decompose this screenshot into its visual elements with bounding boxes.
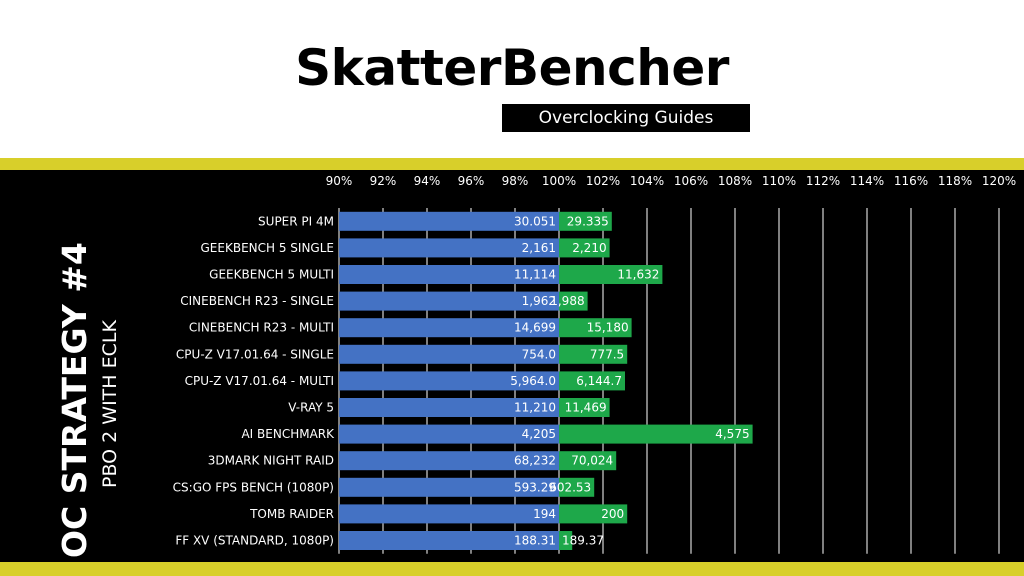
logo-subtitle: Overclocking Guides — [502, 104, 750, 132]
baseline-bar — [339, 371, 559, 391]
baseline-value-label: 4,205 — [522, 427, 556, 441]
baseline-value-label: 593.29 — [514, 480, 556, 494]
x-tick-label: 102% — [586, 174, 620, 188]
baseline-bar — [339, 504, 559, 524]
oc-bar — [559, 371, 625, 391]
oc-bar — [559, 344, 628, 364]
oc-bar — [559, 238, 610, 258]
oc-value-label: 777.5 — [590, 347, 624, 361]
oc-value-label: 2,210 — [572, 241, 606, 255]
x-tick-label: 92% — [370, 174, 397, 188]
baseline-value-label: 68,232 — [514, 454, 556, 468]
baseline-value-label: 1,962 — [522, 294, 556, 308]
accent-band-top — [0, 158, 1024, 170]
oc-value-label: 4,575 — [715, 427, 749, 441]
baseline-bar — [339, 211, 559, 231]
x-tick-label: 120% — [982, 174, 1016, 188]
category-label: 3DMARK NIGHT RAID — [208, 454, 334, 468]
category-label: FF XV (STANDARD, 1080P) — [175, 534, 334, 548]
oc-bar — [559, 504, 628, 524]
oc-value-label: 15,180 — [587, 321, 629, 335]
baseline-value-label: 14,699 — [514, 321, 556, 335]
baseline-value-label: 30.051 — [514, 214, 556, 228]
x-tick-label: 118% — [938, 174, 972, 188]
oc-value-label: 189.37 — [562, 534, 604, 548]
baseline-bar — [339, 531, 559, 550]
header-banner: SkatterBencher Overclocking Guides — [0, 0, 1024, 158]
baseline-value-label: 11,114 — [514, 268, 556, 282]
baseline-bar — [339, 318, 559, 338]
baseline-bar — [339, 265, 559, 284]
oc-value-label: 602.53 — [549, 480, 591, 494]
category-label: AI BENCHMARK — [241, 427, 335, 441]
baseline-value-label: 11,210 — [514, 401, 556, 415]
oc-bar — [559, 451, 617, 471]
x-tick-label: 96% — [458, 174, 485, 188]
oc-bar — [559, 291, 588, 311]
category-label: CINEBENCH R23 - MULTI — [189, 321, 334, 335]
oc-value-label: 29.335 — [567, 214, 609, 228]
x-tick-label: 100% — [542, 174, 576, 188]
category-label: CPU-Z V17.01.64 - SINGLE — [176, 347, 334, 361]
x-tick-label: 116% — [894, 174, 928, 188]
baseline-bar — [339, 291, 559, 311]
oc-value-label: 70,024 — [571, 454, 613, 468]
x-tick-label: 94% — [414, 174, 441, 188]
x-tick-label: 104% — [630, 174, 664, 188]
category-label: TOMB RAIDER — [249, 507, 334, 521]
category-label: GEEKBENCH 5 MULTI — [209, 268, 334, 282]
oc-bar — [559, 531, 573, 550]
x-tick-label: 90% — [326, 174, 353, 188]
category-label: CPU-Z V17.01.64 - MULTI — [185, 374, 334, 388]
baseline-bar — [339, 398, 559, 417]
oc-value-label: 1,988 — [550, 294, 584, 308]
logo-title: SkatterBencher — [295, 39, 729, 97]
accent-band-bottom — [0, 562, 1024, 576]
x-tick-label: 106% — [674, 174, 708, 188]
x-tick-label: 114% — [850, 174, 884, 188]
oc-bar — [559, 477, 595, 497]
oc-bar — [559, 398, 610, 417]
x-tick-label: 110% — [762, 174, 796, 188]
label-layer: 90% 92% 94% 96% 98% 100% 102% 104% 106% 108% 110% 1… — [173, 174, 1016, 548]
category-label: V-RAY 5 — [288, 401, 334, 415]
baseline-bar — [339, 477, 559, 497]
baseline-value-label: 188.31 — [514, 534, 556, 548]
baseline-bar — [339, 451, 559, 471]
oc-value-label: 6,144.7 — [576, 374, 622, 388]
category-label: CS:GO FPS BENCH (1080P) — [173, 480, 334, 494]
x-tick-label: 98% — [502, 174, 529, 188]
x-tick-label: 108% — [718, 174, 752, 188]
baseline-bar — [339, 424, 559, 444]
oc-value-label: 11,632 — [617, 268, 659, 282]
baseline-value-label: 5,964.0 — [510, 374, 556, 388]
bar-layer — [339, 211, 753, 550]
baseline-bar — [339, 238, 559, 258]
oc-bar — [559, 318, 632, 338]
oc-value-label: 11,469 — [565, 401, 607, 415]
baseline-value-label: 2,161 — [522, 241, 556, 255]
category-label: GEEKBENCH 5 SINGLE — [201, 241, 335, 255]
x-tick-label: 112% — [806, 174, 840, 188]
oc-value-label: 200 — [601, 507, 624, 521]
baseline-value-label: 754.0 — [522, 347, 556, 361]
category-label: CINEBENCH R23 - SINGLE — [180, 294, 334, 308]
oc-bar — [559, 424, 753, 444]
category-label: SUPER PI 4M — [258, 214, 334, 228]
oc-bar — [559, 211, 612, 231]
oc-bar — [559, 265, 663, 284]
baseline-value-label: 194 — [533, 507, 556, 521]
baseline-bar — [339, 344, 559, 364]
